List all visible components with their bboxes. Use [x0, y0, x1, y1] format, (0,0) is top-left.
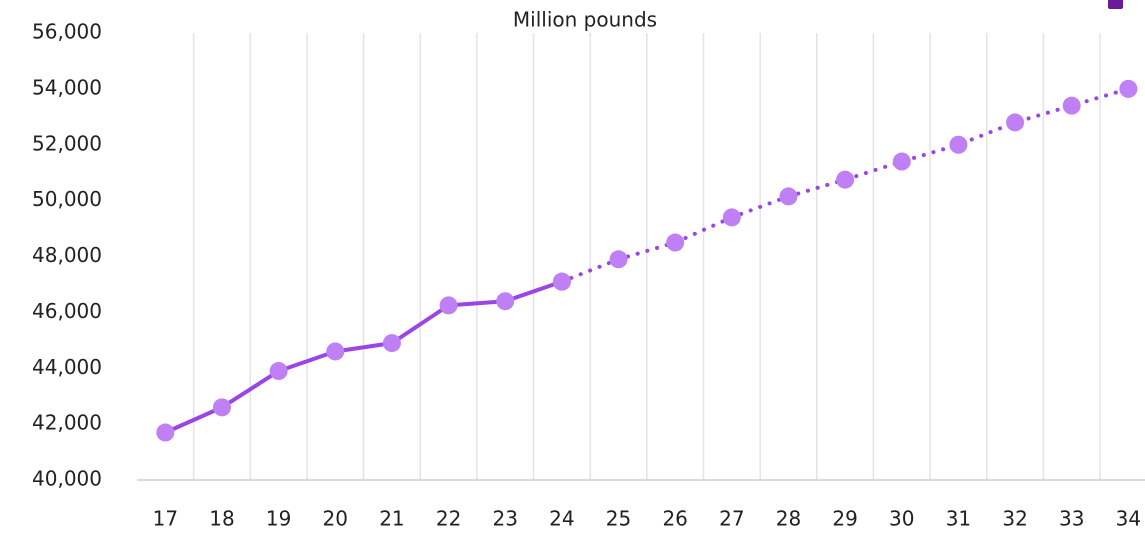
x-tick-label: 18	[209, 507, 234, 531]
x-tick-label: 29	[832, 507, 857, 531]
data-point	[212, 398, 231, 417]
data-point	[552, 272, 571, 291]
y-tick-label: 48,000	[32, 243, 102, 267]
x-tick-label: 31	[946, 507, 971, 531]
x-tick-label: 20	[323, 507, 348, 531]
y-tick-label: 42,000	[32, 411, 102, 435]
y-tick-label: 50,000	[32, 187, 102, 211]
x-tick-label: 32	[1002, 507, 1027, 531]
legend-swatch	[1108, 0, 1123, 9]
data-point	[722, 208, 741, 227]
x-tick-label: 26	[662, 507, 687, 531]
data-point	[836, 170, 855, 189]
y-tick-label: 54,000	[32, 75, 102, 99]
x-tick-label: 30	[889, 507, 914, 531]
data-point	[382, 334, 401, 353]
data-point	[609, 250, 628, 269]
y-tick-label: 44,000	[32, 355, 102, 379]
data-point	[1062, 96, 1081, 115]
x-tick-label: 24	[549, 507, 574, 531]
chart-title: Million pounds	[513, 8, 657, 32]
y-tick-label: 40,000	[32, 467, 102, 491]
x-tick-label: 27	[719, 507, 744, 531]
x-tick-label: 33	[1059, 507, 1084, 531]
x-tick-label: 21	[379, 507, 404, 531]
data-point	[949, 135, 968, 154]
x-tick-label: 23	[492, 507, 517, 531]
series-line	[163, 279, 564, 435]
x-tick-label: 19	[266, 507, 291, 531]
y-tick-label: 46,000	[32, 299, 102, 323]
y-tick-label: 52,000	[32, 131, 102, 155]
data-point	[779, 187, 798, 206]
data-point	[1119, 79, 1138, 98]
data-point	[892, 152, 911, 171]
x-tick-label: 17	[153, 507, 178, 531]
x-tick-label: 28	[776, 507, 801, 531]
data-point	[439, 296, 458, 315]
x-tick-label: 34	[1116, 507, 1141, 531]
data-point	[269, 362, 288, 381]
x-tick-label: 22	[436, 507, 461, 531]
data-point	[156, 423, 175, 442]
data-point	[496, 292, 515, 311]
y-tick-label: 56,000	[32, 20, 102, 44]
data-point	[326, 342, 345, 361]
data-point	[1006, 113, 1025, 132]
data-point	[666, 233, 685, 252]
x-tick-label: 25	[606, 507, 631, 531]
